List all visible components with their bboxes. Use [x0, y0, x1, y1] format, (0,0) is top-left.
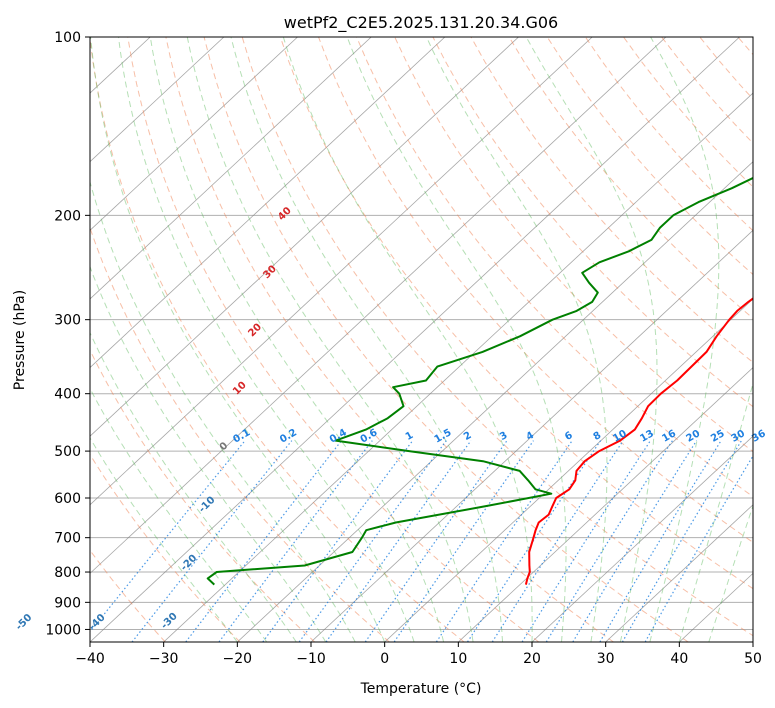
- isotherm-line: [531, 435, 753, 642]
- dry-adiabat-line: [90, 453, 241, 642]
- dry-adiabat-line: [90, 549, 166, 642]
- mixing-ratio-line: [491, 440, 624, 642]
- y-tick-label: 400: [54, 387, 81, 403]
- dry-adiabat-line: [127, 37, 540, 642]
- mixing-ratio-line: [621, 440, 743, 642]
- x-tick-label: 50: [744, 651, 762, 667]
- mixing-ratio-line: [435, 440, 573, 642]
- dry-adiabat-line: [356, 37, 753, 498]
- isotherm-line: [237, 161, 753, 642]
- moist-adiabat-line: [90, 331, 297, 642]
- mixing-ratio-line: [545, 440, 674, 642]
- y-tick-label: 600: [54, 491, 81, 507]
- y-tick-label: 300: [54, 313, 81, 329]
- mixing-ratio-label: 3: [498, 430, 510, 443]
- isotherm-line: [90, 37, 593, 506]
- mixing-ratio-line: [393, 440, 534, 642]
- moist-adiabat-line: [90, 37, 386, 642]
- series-layer: [206, 176, 753, 586]
- dry-adiabat-line: [394, 37, 753, 453]
- x-tick-label: 10: [449, 651, 467, 667]
- mixing-ratio-label: 2: [462, 430, 474, 443]
- dewpoint-profile-line: [206, 176, 753, 586]
- dry-adiabat-line: [165, 37, 614, 642]
- moist-adiabat-line: [282, 37, 533, 642]
- mixing-ratio-label: 1: [404, 430, 416, 443]
- tick-layer: −40 −30 −20 −10 0 10 20 30 40 50 100 200 300 400 500 60…: [45, 30, 762, 667]
- dry-adiabat-line: [90, 37, 465, 642]
- x-tick-label: 20: [523, 651, 541, 667]
- isotherm-line: [90, 37, 298, 231]
- x-tick-label: 40: [670, 651, 688, 667]
- x-tick-label: 0: [380, 651, 389, 667]
- x-tick-label: −10: [296, 651, 326, 667]
- mixing-ratio-label: 8: [592, 430, 604, 443]
- mixing-ratio-label: 4: [525, 430, 537, 443]
- moist-adiabat-line: [426, 37, 608, 642]
- moist-adiabat-line: [149, 37, 445, 642]
- mixing-ratio-line: [298, 440, 447, 642]
- isotherm-line: [163, 92, 753, 642]
- isotherm-line: [310, 229, 753, 642]
- isotherm-line: [90, 37, 446, 369]
- moist-adiabat-line: [90, 436, 238, 642]
- moist-adiabat-line: [678, 381, 753, 642]
- temperature-profile-line: [524, 297, 753, 585]
- y-tick-label: 700: [54, 531, 81, 547]
- mixing-ratio-line: [90, 440, 246, 633]
- dry-adiabat-line: [318, 37, 753, 543]
- isotherm-line: [90, 37, 519, 437]
- x-tick-label: 30: [597, 651, 615, 667]
- isotherm-line: [384, 298, 753, 642]
- moist-adiabat-line: [90, 387, 268, 642]
- moist-adiabat-line: [708, 504, 753, 642]
- mixing-ratio-line: [364, 440, 508, 642]
- isotherm-line: [90, 37, 740, 642]
- y-tick-label: 500: [54, 444, 81, 460]
- y-tick-label: 1000: [45, 622, 81, 638]
- chart-title: wetPf2_C2E5.2025.131.20.34.G06: [284, 13, 558, 33]
- moist-adiabat-line: [118, 37, 415, 642]
- grid-layer: [90, 37, 753, 642]
- mixing-ratio-line: [572, 440, 698, 642]
- x-tick-label: −20: [223, 651, 253, 667]
- dry-adiabat-line: [241, 37, 753, 637]
- dry-adiabat-line: [470, 37, 753, 364]
- x-tick-label: −40: [75, 651, 105, 667]
- moist-adiabat-line: [346, 37, 567, 642]
- y-tick-label: 900: [54, 595, 81, 611]
- moist-adiabat-line: [525, 37, 658, 642]
- y-axis-label: Pressure (hPa): [12, 290, 28, 390]
- x-axis-label: Temperature (°C): [360, 681, 482, 697]
- isotherm-line: [458, 367, 753, 642]
- mixing-ratio-label: 6: [563, 430, 575, 443]
- y-tick-label: 200: [54, 208, 81, 224]
- mixing-ratio-line: [466, 440, 602, 642]
- mixing-ratio-line: [599, 440, 722, 642]
- moist-adiabat-line: [186, 37, 474, 642]
- moist-adiabat-line: [230, 37, 503, 642]
- mixing-ratio-line: [521, 440, 651, 642]
- isotherm-line: [90, 37, 225, 163]
- dry-adiabat-line: [508, 37, 753, 319]
- dry-adiabat-line: [203, 37, 689, 642]
- dry-adiabat-line: [90, 349, 316, 642]
- isotherm-line: [90, 37, 667, 574]
- moist-adiabat-line: [90, 265, 327, 642]
- dry-adiabat-line: [279, 37, 753, 590]
- y-tick-label: 800: [54, 565, 81, 581]
- moist-adiabat-line: [649, 37, 720, 642]
- dry-adiabat-line: [90, 226, 390, 642]
- isotherm-line: [605, 504, 753, 642]
- plot-frame: [89, 36, 754, 643]
- isotherm-line: [90, 37, 372, 300]
- x-tick-label: −30: [149, 651, 179, 667]
- y-tick-label: 100: [54, 30, 81, 46]
- dry-adiabat-line: [432, 37, 753, 408]
